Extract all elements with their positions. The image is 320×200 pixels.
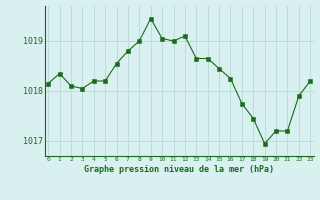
X-axis label: Graphe pression niveau de la mer (hPa): Graphe pression niveau de la mer (hPa): [84, 165, 274, 174]
